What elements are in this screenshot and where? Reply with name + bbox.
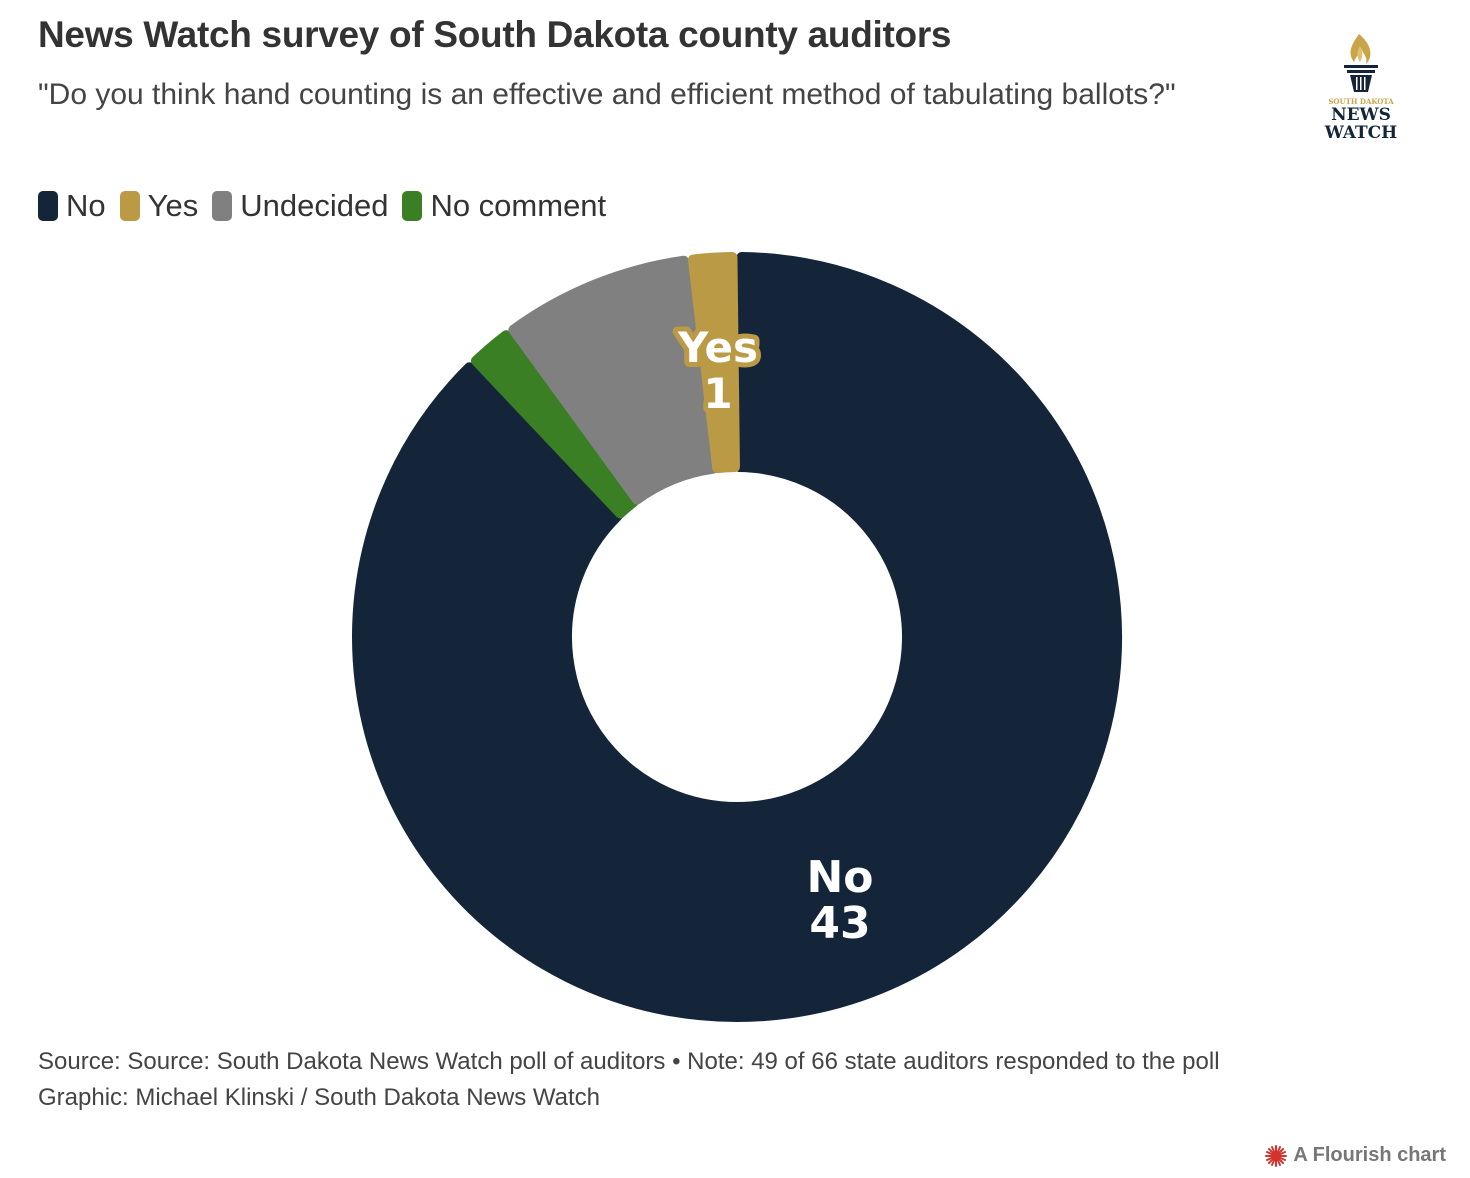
legend-label: Undecided: [240, 188, 389, 223]
footer: Source: Source: South Dakota News Watch …: [38, 1044, 1220, 1116]
graphic-credit: Graphic: Michael Klinski / South Dakota …: [38, 1084, 600, 1111]
torch-icon: [1344, 34, 1378, 92]
legend-item-undecided[interactable]: Undecided: [212, 188, 388, 224]
label-yes: Yes 1: [672, 318, 763, 423]
svg-text:NEWS: NEWS: [1331, 105, 1391, 125]
svg-text:No: No: [806, 852, 873, 903]
slice-no[interactable]: [352, 252, 1122, 1022]
legend-label: No: [66, 188, 106, 223]
flourish-credit-label: A Flourish chart: [1293, 1144, 1446, 1166]
svg-text:Yes: Yes: [677, 323, 758, 372]
flourish-burst-icon: [1265, 1144, 1288, 1167]
flourish-credit[interactable]: A Flourish chart: [1265, 1144, 1446, 1167]
svg-text:SOUTH DAKOTA: SOUTH DAKOTA: [1328, 97, 1394, 106]
label-no: No 43: [806, 852, 873, 949]
legend-label: No comment: [430, 188, 607, 223]
chart-title: News Watch survey of South Dakota county…: [38, 14, 952, 55]
svg-text:WATCH: WATCH: [1324, 123, 1398, 142]
legend-swatch-yes: [119, 191, 140, 221]
donut-slices: [352, 252, 1122, 1022]
legend-swatch-undecided: [212, 191, 233, 221]
chart-subtitle: "Do you think hand counting is an effect…: [38, 78, 1176, 111]
slice-yes[interactable]: [687, 252, 740, 474]
legend: No Yes Undecided No comment: [38, 188, 620, 224]
legend-label: Yes: [147, 188, 199, 223]
legend-swatch-no-comment: [402, 191, 423, 221]
legend-swatch-no: [38, 191, 58, 221]
legend-item-no[interactable]: No: [38, 188, 106, 224]
svg-text:1: 1: [703, 369, 732, 418]
source-note: Source: Source: South Dakota News Watch …: [38, 1048, 1220, 1075]
news-watch-logo: SOUTH DAKOTA NEWS WATCH: [1316, 32, 1406, 143]
legend-item-yes[interactable]: Yes: [119, 188, 199, 224]
slice-undecided[interactable]: [508, 255, 719, 505]
svg-text:43: 43: [809, 898, 870, 949]
legend-item-no-comment[interactable]: No comment: [402, 188, 606, 224]
